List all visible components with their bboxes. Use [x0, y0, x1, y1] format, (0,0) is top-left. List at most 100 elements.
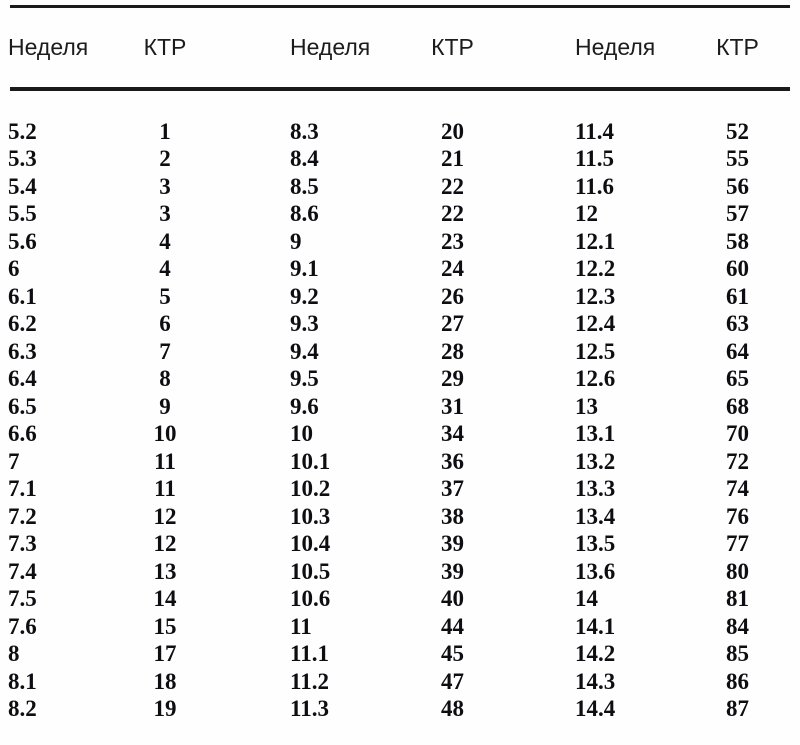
ktr-value-cell: 3 — [159, 173, 171, 199]
ktr-value-cell: 8 — [159, 366, 171, 392]
week-value-cell: 14.3 — [575, 668, 616, 694]
ktr-value-cell: 21 — [441, 146, 464, 172]
column-header-week-3: Неделя — [575, 34, 656, 60]
ktr-value-cell: 34 — [441, 421, 464, 447]
week-value-cell: 6.2 — [8, 311, 37, 337]
ktr-value-cell: 9 — [159, 393, 171, 419]
ktr-value-cell: 70 — [726, 421, 749, 447]
ktr-value-cell: 45 — [441, 641, 464, 667]
table-row: 8.1 18 11.2 47 14.3 86 — [0, 668, 800, 696]
week-value-cell: 8.1 — [8, 668, 37, 694]
week-value-cell: 14.1 — [575, 613, 616, 639]
week-value-cell: 11.3 — [290, 696, 329, 722]
week-value-cell: 9 — [290, 228, 302, 254]
week-value-cell: 11.4 — [575, 118, 614, 144]
week-value-cell: 8.3 — [290, 118, 319, 144]
top-rule — [10, 5, 790, 8]
week-value-cell: 6.3 — [8, 338, 37, 364]
ktr-value-cell: 13 — [153, 558, 177, 584]
week-value-cell: 13.3 — [575, 476, 616, 502]
week-value-cell: 5.3 — [8, 146, 37, 172]
ktr-value-cell: 5 — [159, 283, 171, 309]
table-row: 6.1 5 9.2 26 12.3 61 — [0, 283, 800, 311]
table-row: 7.3 12 10.4 39 13.5 77 — [0, 531, 800, 559]
week-value-cell: 13.6 — [575, 558, 616, 584]
crl-weeks-table: Неделя КТР Неделя КТР Неделя КТР 5.2 1 8.3… — [0, 5, 800, 745]
table-row: 7.4 13 10.5 39 13.6 80 — [0, 558, 800, 586]
ktr-value-cell: 31 — [441, 393, 464, 419]
ktr-value-cell: 85 — [726, 641, 749, 667]
week-value-cell: 9.6 — [290, 393, 319, 419]
ktr-value-cell: 19 — [153, 696, 177, 722]
ktr-value-cell: 11 — [154, 476, 176, 502]
ktr-value-cell: 81 — [726, 586, 749, 612]
week-value-cell: 9.1 — [290, 256, 319, 282]
table-row: 7.2 12 10.3 38 13.4 76 — [0, 503, 800, 531]
ktr-value-cell: 28 — [441, 338, 464, 364]
ktr-value-cell: 80 — [726, 558, 749, 584]
table-row: 6.3 7 9.4 28 12.5 64 — [0, 338, 800, 366]
ktr-value-cell: 68 — [726, 393, 749, 419]
table-row: 5.6 4 9 23 12.1 58 — [0, 228, 800, 256]
ktr-value-cell: 74 — [726, 476, 749, 502]
week-value-cell: 11.5 — [575, 146, 614, 172]
ktr-value-cell: 14 — [153, 586, 177, 612]
week-value-cell: 14 — [575, 586, 598, 612]
ktr-value-cell: 39 — [441, 558, 464, 584]
ktr-value-cell: 38 — [441, 503, 464, 529]
column-header-week-1: Неделя — [8, 34, 89, 60]
week-value-cell: 13.2 — [575, 448, 616, 474]
week-value-cell: 11.1 — [290, 641, 329, 667]
ktr-value-cell: 4 — [159, 228, 171, 254]
week-value-cell: 8.4 — [290, 146, 319, 172]
table-row: 8 17 11.1 45 14.2 85 — [0, 641, 800, 669]
ktr-value-cell: 55 — [726, 146, 749, 172]
ktr-value-cell: 39 — [441, 531, 464, 557]
week-value-cell: 8.2 — [8, 696, 37, 722]
week-value-cell: 11.2 — [290, 668, 329, 694]
ktr-value-cell: 44 — [441, 613, 464, 639]
week-value-cell: 7.1 — [8, 476, 37, 502]
column-header-ktr-3: КТР — [716, 34, 759, 60]
ktr-value-cell: 40 — [441, 586, 464, 612]
ktr-value-cell: 56 — [726, 173, 749, 199]
ktr-value-cell: 60 — [726, 256, 749, 282]
ktr-value-cell: 18 — [153, 668, 177, 694]
ktr-value-cell: 63 — [726, 311, 749, 337]
week-value-cell: 12.3 — [575, 283, 616, 309]
ktr-value-cell: 76 — [726, 503, 749, 529]
ktr-value-cell: 29 — [441, 366, 464, 392]
table-row: 6.2 6 9.3 27 12.4 63 — [0, 311, 800, 339]
week-value-cell: 6 — [8, 256, 20, 282]
ktr-value-cell: 26 — [441, 283, 464, 309]
ktr-value-cell: 23 — [441, 228, 464, 254]
ktr-value-cell: 72 — [726, 448, 749, 474]
week-value-cell: 5.2 — [8, 118, 37, 144]
week-value-cell: 9.5 — [290, 366, 319, 392]
ktr-value-cell: 27 — [441, 311, 464, 337]
table-row: 7.5 14 10.6 40 14 81 — [0, 586, 800, 614]
week-value-cell: 13 — [575, 393, 598, 419]
ktr-value-cell: 58 — [726, 228, 749, 254]
ktr-value-cell: 48 — [441, 696, 464, 722]
week-value-cell: 5.5 — [8, 201, 37, 227]
week-value-cell: 13.4 — [575, 503, 616, 529]
table-row: 5.4 3 8.5 22 11.6 56 — [0, 173, 800, 201]
week-value-cell: 7 — [8, 448, 20, 474]
ktr-value-cell: 47 — [441, 668, 464, 694]
table-row: 6.5 9 9.6 31 13 68 — [0, 393, 800, 421]
week-value-cell: 7.6 — [8, 613, 37, 639]
ktr-value-cell: 77 — [726, 531, 749, 557]
week-value-cell: 13.5 — [575, 531, 616, 557]
week-value-cell: 9.3 — [290, 311, 319, 337]
week-value-cell: 14.4 — [575, 696, 616, 722]
ktr-value-cell: 87 — [726, 696, 749, 722]
table-row: 7.6 15 11 44 14.1 84 — [0, 613, 800, 641]
week-value-cell: 12.1 — [575, 228, 616, 254]
table-row: 8.2 19 11.3 48 14.4 87 — [0, 696, 800, 724]
ktr-value-cell: 57 — [726, 201, 749, 227]
ktr-value-cell: 64 — [726, 338, 749, 364]
week-value-cell: 12.5 — [575, 338, 616, 364]
week-value-cell: 7.4 — [8, 558, 37, 584]
week-value-cell: 10 — [290, 421, 313, 447]
